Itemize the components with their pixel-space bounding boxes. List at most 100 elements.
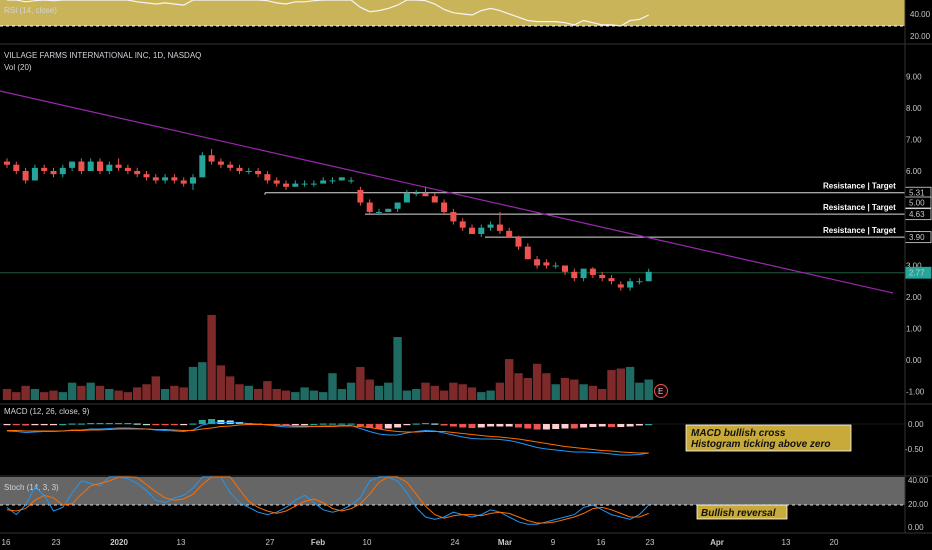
volume-bar [263,381,272,400]
volume-bar [123,392,133,400]
macd-histogram-bar [431,423,439,425]
candle [41,164,48,175]
macd-histogram-bar [198,420,206,424]
time-axis-label: Apr [710,538,724,547]
macd-histogram-bar [598,424,606,427]
candle [180,177,187,187]
candle-body [41,167,48,171]
volume-bar [430,385,439,400]
candle [69,161,76,171]
rsi-axis-tick: 20.00 [910,32,931,41]
macd-histogram-bar [626,424,634,427]
candle [459,218,466,231]
volume-bar [67,382,77,400]
time-axis-label: 20 [830,538,839,547]
resistance-label: Resistance | Target [823,226,896,235]
candle [236,164,243,175]
volume-bar [421,382,430,400]
volume-bar [170,385,179,400]
price-tag-text: 5.31 [909,189,925,198]
macd-histogram-bar [77,423,85,425]
macd-histogram-bar [384,424,392,429]
candle [571,268,578,282]
candle-body [450,211,457,222]
candle-body [552,265,559,267]
volume-bar [179,387,188,400]
earnings-marker[interactable] [654,384,668,398]
candle-body [69,161,76,168]
macd-histogram-bar [515,424,522,428]
volume-bar [467,387,477,400]
price-tag-text: 3.90 [909,233,925,242]
candle-body [199,155,206,178]
macd-histogram-bar [356,424,364,426]
candle-body [227,164,234,168]
price-axis-tick: 1.00 [906,325,922,334]
macd-histogram-bar [468,424,476,428]
candle-body [190,177,196,184]
macd-histogram-bar [301,424,309,426]
candle [645,268,652,282]
macd-histogram-bar [12,424,20,426]
time-axis-label: Feb [311,538,325,547]
candle-body [255,171,262,175]
volume-bar [337,388,346,400]
candle [310,180,317,187]
time-axis-label: Mar [498,538,512,547]
macd-histogram-bar [459,424,467,428]
macd-layer [0,419,905,456]
candle-body [97,161,103,171]
macd-histogram-bar [152,424,160,426]
candle-body [87,161,94,171]
price-axis-tick: 2.00 [906,293,922,302]
candle-body [617,284,624,288]
macd-histogram-bar [580,424,588,428]
candle-body [208,155,215,162]
candle-layer [4,148,652,291]
stoch-axis-tick: 20.00 [908,500,929,509]
candle [87,158,94,171]
candle [217,158,224,168]
candle-body [4,161,10,165]
volume-bar [346,382,356,400]
candle [227,161,234,171]
volume-bar [439,390,449,400]
volume-bar [95,385,105,400]
rsi-layer [7,0,649,27]
candle [152,174,159,184]
candle [478,224,485,238]
stoch-d-line [6,476,649,524]
candle-body [283,183,289,187]
candle-body [236,167,243,171]
macd-histogram-bar [133,423,141,425]
candle [617,281,624,291]
candle [496,211,503,234]
macd-histogram-bar [552,424,560,429]
level-labels: Resistance | Target Resistance | Target Re… [823,182,896,235]
volume-bar [523,377,532,400]
price-axis-tick: -1.00 [906,388,925,397]
candle [366,199,373,216]
macd-histogram-bar [282,424,290,426]
trendline[interactable] [0,90,894,294]
candle [636,278,643,285]
candle [115,158,122,171]
volume-bar [356,366,365,400]
candle-body [422,193,429,197]
macd-histogram-bar [589,424,597,427]
time-axis: 16 23 2020 13 27 Feb 10 24 Mar 9 16 23 Apr 13 20 [2,538,839,547]
candle-body [106,164,113,171]
volume-bar [253,388,263,400]
volume-bar [365,379,374,400]
candle-body [496,224,503,231]
candle [338,177,345,181]
candle-body [115,164,122,168]
volume-bar [486,390,495,400]
volume-bar [86,382,95,400]
time-axis-label: 16 [597,538,606,547]
macd-histogram-bar [208,419,216,424]
candle [171,174,178,184]
price-axis-tick: 8.00 [906,104,922,113]
volume-bar [216,365,226,400]
stoch-band [0,477,905,505]
